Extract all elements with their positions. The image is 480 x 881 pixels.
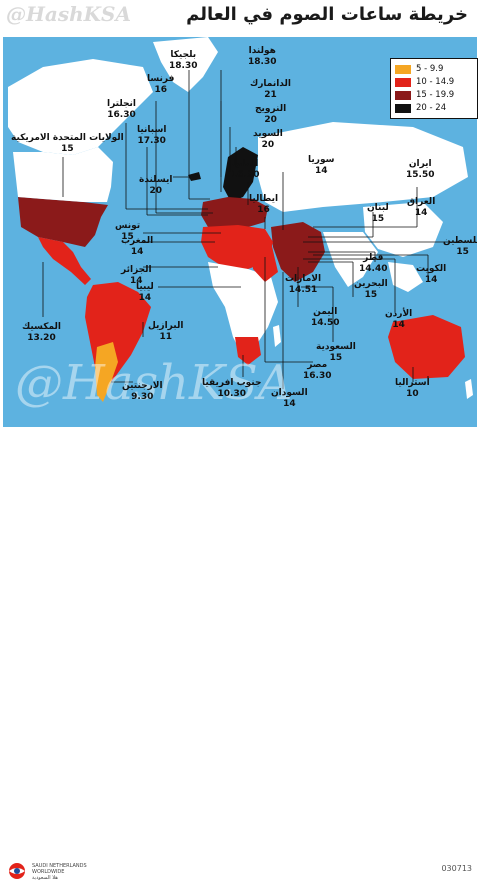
legend-item: 5 - 9.9 <box>395 63 473 75</box>
label-brazil: البرازيل 11 <box>148 321 184 342</box>
label-england: انجلترا 16.30 <box>107 99 136 120</box>
label-kuwait: الكويت 14 <box>416 264 447 285</box>
label-yemen: اليمن 14.50 <box>311 307 340 328</box>
argentina-shape <box>95 342 118 402</box>
label-tunisia: تونس 15 <box>115 221 141 242</box>
label-usa: الولايات المتحدة الامريكية 15 <box>11 133 124 154</box>
legend-label: 10 - 14.9 <box>416 77 455 87</box>
label-morocco: المغرب 14 <box>121 236 154 257</box>
watermark-handle: @HashKSA <box>6 2 131 26</box>
label-egypt: مصر 16.30 <box>303 360 332 381</box>
greenland-shape <box>153 37 218 92</box>
label-australia: أستراليا 10 <box>395 378 430 399</box>
label-italy: ايطاليا 16 <box>249 194 279 215</box>
label-sweden: السويد 20 <box>253 129 283 150</box>
south-africa-shape <box>235 337 261 365</box>
madagascar-shape <box>273 325 281 347</box>
label-jordan: الأردن 14 <box>385 309 413 330</box>
asia-north-shape <box>258 122 468 212</box>
label-uae: الامارات 14.51 <box>285 274 322 295</box>
canada-shape <box>8 59 153 155</box>
scandinavia-shape <box>223 147 258 202</box>
south-asia-shape <box>323 232 378 287</box>
legend-item: 20 - 24 <box>395 102 473 114</box>
southeast-asia-shape <box>388 262 423 292</box>
legend-label: 5 - 9.9 <box>416 64 444 74</box>
label-germany: المانيا 16.30 <box>231 159 260 180</box>
world-map-svg <box>8 37 473 402</box>
label-mexico: المكسيك 13.20 <box>22 322 61 343</box>
east-asia-shape <box>363 202 443 257</box>
graphic-code: 030713 <box>441 864 472 873</box>
iceland-shape <box>188 172 201 181</box>
org-logo-icon <box>9 863 25 879</box>
label-denmark: الدانمارك 21 <box>250 79 291 100</box>
australia-shape <box>388 315 465 379</box>
label-algeria: الجزائر 14 <box>121 265 152 286</box>
legend-swatch-5-9 <box>395 64 411 74</box>
label-syria: سوريا 14 <box>308 155 335 176</box>
label-bahrain: البحرين 15 <box>354 279 388 300</box>
legend-swatch-15-19 <box>395 90 411 100</box>
mexico-shape <box>38 237 91 285</box>
label-iran: ايران 15.50 <box>406 159 435 180</box>
label-lebanon: لبنان 15 <box>367 203 389 224</box>
label-belgium: بلجيكا 18.30 <box>169 50 198 71</box>
label-argentina: الارجنتين 9.30 <box>122 381 163 402</box>
legend-swatch-20-24 <box>395 103 411 113</box>
legend-item: 15 - 19.9 <box>395 89 473 101</box>
label-iraq: العراق 14 <box>407 197 436 218</box>
label-palestine: فلسطين15 <box>443 236 477 257</box>
africa-central-shape <box>208 262 278 357</box>
label-france: فرنسا 16 <box>147 74 175 95</box>
legend: 5 - 9.9 10 - 14.9 15 - 19.9 20 - 24 <box>390 58 478 119</box>
title-bar: @HashKSA خريطة ساعات الصوم في العالم <box>0 0 480 36</box>
org-line: هلا السعودية <box>32 875 58 881</box>
label-saudi: السعودية 15 <box>316 342 356 363</box>
label-norway: النرويج 20 <box>255 104 287 125</box>
legend-label: 15 - 19.9 <box>416 90 455 100</box>
label-libya: ليبيا 14 <box>136 282 154 303</box>
sudan-shape <box>253 242 278 282</box>
legend-item: 10 - 14.9 <box>395 76 473 88</box>
label-sudan: السودان 14 <box>271 388 308 409</box>
leader-lines <box>42 70 471 389</box>
label-iceland: ايسلندة 20 <box>139 175 173 196</box>
legend-swatch-10-14 <box>395 77 411 87</box>
legend-label: 20 - 24 <box>416 103 447 113</box>
new-zealand-shape <box>465 379 473 399</box>
label-qatar: قطر 14.40 <box>359 253 388 274</box>
label-netherlands: هولندا 18.30 <box>248 46 277 67</box>
label-spain: اسبانيا 17.30 <box>137 125 167 146</box>
page-title: خريطة ساعات الصوم في العالم <box>186 4 468 25</box>
usa-shape <box>18 197 108 247</box>
org-name: SAUDI NETHERLANDS WORLDWIDE هلا السعودية <box>32 863 87 881</box>
footer: SAUDI NETHERLANDS WORLDWIDE هلا السعودية… <box>0 428 480 881</box>
europe-shape <box>201 197 268 229</box>
label-south-africa: جنوب افريقيا 10.30 <box>202 378 262 399</box>
